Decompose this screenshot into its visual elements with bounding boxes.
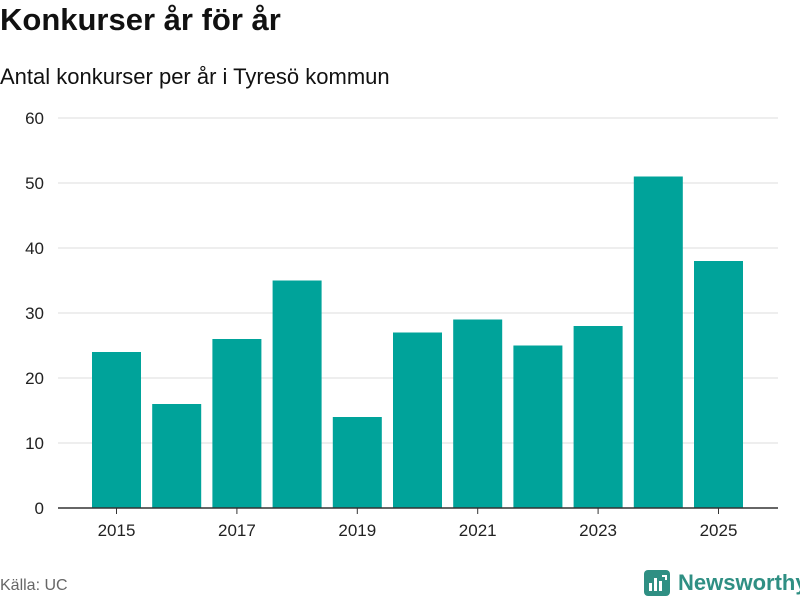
bar-2016 (152, 404, 202, 508)
chart-title: Konkurser år för år (0, 2, 281, 37)
y-tick-label-20: 20 (25, 369, 44, 388)
bar-2024 (633, 176, 683, 508)
bar-2022 (513, 345, 563, 508)
bar-2025 (694, 261, 743, 508)
x-tick-label-2017: 2017 (218, 521, 256, 540)
source-note: Källa: UC (0, 577, 68, 594)
x-tick-label-2019: 2019 (338, 521, 376, 540)
newsworthy-logo-icon (644, 570, 670, 596)
bar-2018 (272, 280, 322, 508)
y-tick-label-40: 40 (25, 239, 44, 258)
x-tick-label-2015: 2015 (98, 521, 136, 540)
x-tick-label-2021: 2021 (459, 521, 497, 540)
bars (92, 176, 743, 508)
x-tick-label-2025: 2025 (700, 521, 738, 540)
bar-2017 (212, 339, 262, 508)
y-tick-label-0: 0 (35, 499, 44, 518)
chart-subtitle: Antal konkurser per år i Tyresö kommun (0, 64, 390, 89)
x-tick-label-2023: 2023 (579, 521, 617, 540)
y-tick-label-30: 30 (25, 304, 44, 323)
x-axis-ticks: 2015 2017 2019 2021 2023 2025 (98, 508, 738, 540)
bar-2020 (393, 332, 442, 508)
y-axis-ticks: 0 10 20 30 40 50 60 (25, 109, 44, 518)
y-tick-label-50: 50 (25, 174, 44, 193)
bar-2019 (332, 417, 382, 508)
bar-2015 (92, 352, 141, 508)
brand-name: Newsworthy (678, 570, 800, 595)
bar-2023 (573, 326, 623, 508)
y-tick-label-60: 60 (25, 109, 44, 128)
y-tick-label-10: 10 (25, 434, 44, 453)
brand-logo: Newsworthy (644, 570, 800, 596)
bar-2021 (453, 319, 503, 508)
